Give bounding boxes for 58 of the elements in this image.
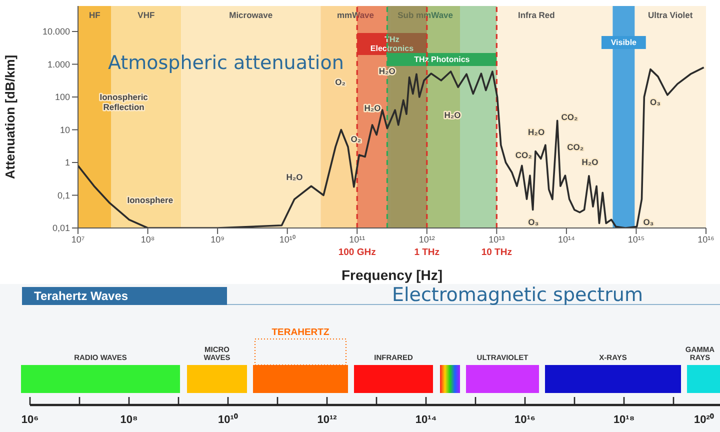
text: Atmospheric attenuation [108,52,344,74]
text: 10¹⁶ [514,414,536,426]
text: TERAHERTZ [272,327,330,338]
y-tick-label: 10.000 [42,26,70,37]
annotation: O₂ [335,77,346,87]
ref-line-label: 1 THz [414,247,440,258]
text: 10¹² [317,414,338,426]
y-tick-label: 1 [64,158,70,168]
band-label: HF [88,10,100,20]
y-tick-label: 10 [60,124,70,135]
ref-line-label: 100 GHz [338,247,376,258]
annotation: CO₂ [561,112,578,122]
x-tick-label: 10¹⁵ [628,234,645,244]
annotation: H₂O [286,172,304,182]
y-tick-label: 0,1 [57,190,70,200]
text: 10²⁰ [694,413,714,426]
annotation: O₃ [643,217,654,227]
annotation: O₃ [650,97,661,107]
y-axis-title: Attenuation [dB/km] [2,54,18,180]
x-tick-label: 10¹³ [488,234,505,244]
text: 10¹⁰ [218,413,238,426]
y-tick-label: 1.000 [47,59,70,70]
text: 10¹⁴ [415,414,437,426]
x-tick-label: 10¹⁶ [698,234,715,244]
text: 10⁶ [21,414,39,426]
band-label: Microwave [229,10,273,20]
annotation: Ionospheric Reflection [100,92,148,112]
band-label: Visible [610,38,638,47]
annotation: Ionosphere [127,195,174,205]
annotation: O₂ [350,134,362,144]
x-tick-label: 10⁷ [71,234,85,244]
annotation: CO₂ [515,150,532,160]
band-label: VHF [138,10,155,20]
text: 10⁸ [120,414,138,426]
band-label: THz Photonics [414,55,470,64]
annotation: H₂O [378,66,396,76]
ref-line-label: 10 THz [481,247,512,258]
band-label: Infra Red [518,10,555,20]
x-axis-title: Frequency [Hz] [341,267,443,283]
x-tick-label: 10¹² [418,234,435,244]
x-tick-label: 10¹⁰ [279,234,296,244]
annotation: H₂O [364,103,382,113]
annotation: H₂O [528,127,545,137]
text: 10¹⁸ [613,414,635,426]
x-tick-label: 10¹¹ [349,234,366,244]
annotation: H₂O [582,157,599,167]
annotation: H₂O [444,110,462,120]
y-tick-label: 100 [54,92,70,102]
text: Electromagnetic spectrum [392,284,643,306]
annotation: CO₂ [567,142,584,152]
band-label: mmWave [337,10,374,20]
x-tick-label: 10⁹ [210,234,225,244]
y-tick-label: 0,01 [52,223,70,234]
annotation: O₃ [528,217,539,227]
x-tick-label: 10¹⁴ [558,234,576,244]
text: Terahertz Waves [22,287,227,305]
x-tick-label: 10⁸ [140,234,155,244]
band-label: Ultra Violet [648,10,693,20]
